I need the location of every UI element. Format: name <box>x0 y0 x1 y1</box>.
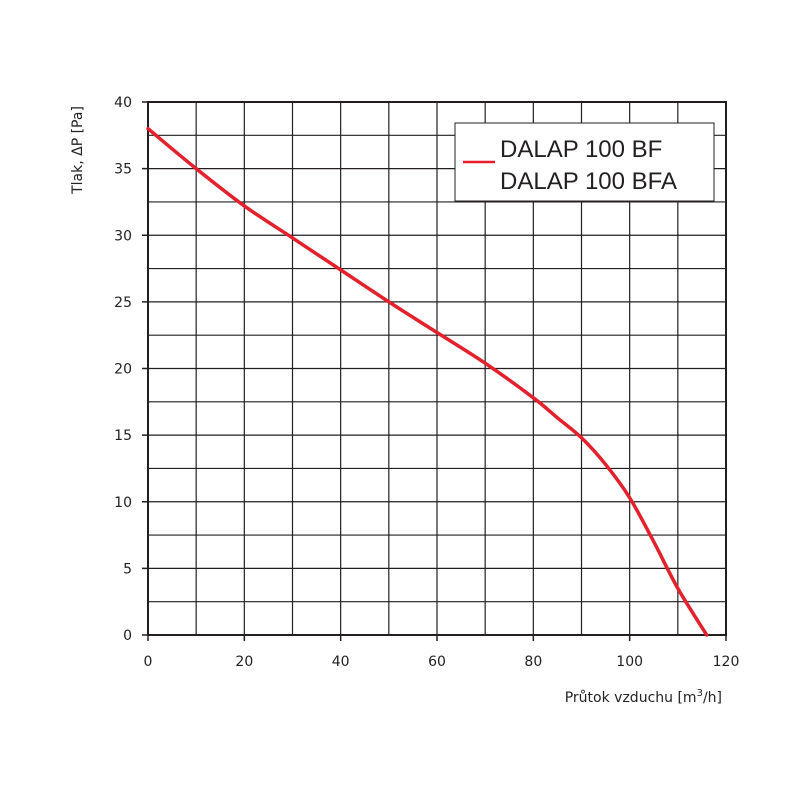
ticks: 0 20 40 60 80 100 120 0 5 10 15 20 25 30 35 40 <box>114 95 739 670</box>
y-tick-label: 15 <box>114 428 132 444</box>
y-tick-label: 40 <box>114 95 132 111</box>
legend-box <box>454 122 715 202</box>
x-axis-label: Průtok vzduchu [m3/h] <box>565 688 722 706</box>
series-layer <box>146 126 709 637</box>
legend-label: DALAP 100 BFA <box>500 168 677 195</box>
y-tick-label: 0 <box>123 628 132 644</box>
y-axis-label: Tlak, ΔP [Pa] <box>70 106 86 195</box>
y-tick-label: 20 <box>114 362 132 378</box>
y-tick-label: 25 <box>114 295 132 311</box>
x-tick-label: 100 <box>616 654 643 670</box>
grid <box>148 102 726 635</box>
y-tick-label: 5 <box>123 561 132 577</box>
legend: DALAP 100 BF DALAP 100 BFA <box>454 122 715 202</box>
x-axis-label-main: Průtok vzduchu [m <box>565 690 697 706</box>
series-line <box>146 126 709 637</box>
x-axis-label-superscript: 3 <box>697 688 703 699</box>
y-tick-label: 35 <box>114 162 132 178</box>
legend-label: DALAP 100 BF <box>500 136 662 163</box>
y-tick-label: 10 <box>114 495 132 511</box>
x-axis-label-tail: /h] <box>703 690 722 706</box>
x-tick-label: 60 <box>428 654 446 670</box>
x-tick-label: 120 <box>713 654 740 670</box>
x-tick-label: 80 <box>524 654 542 670</box>
x-tick-label: 40 <box>332 654 350 670</box>
x-tick-label: 0 <box>144 654 153 670</box>
y-tick-label: 30 <box>114 228 132 244</box>
x-tick-label: 20 <box>235 654 253 670</box>
